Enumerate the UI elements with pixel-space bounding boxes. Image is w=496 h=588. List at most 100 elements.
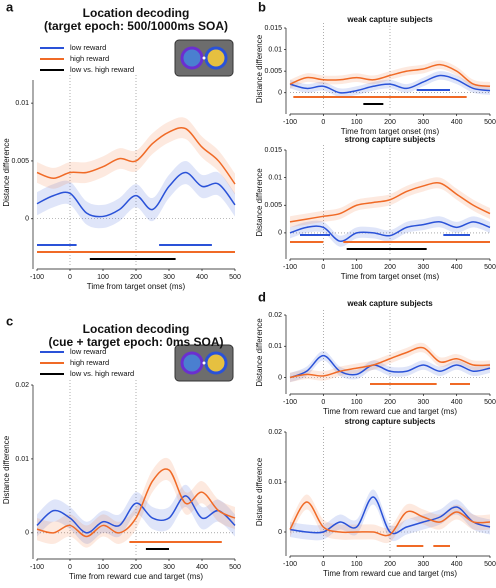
x-tick-label: 100 (97, 274, 109, 281)
y-tick-label: 0 (278, 230, 282, 237)
chart-panel: c Location decoding(cue + target epoch: 0… (2, 313, 241, 581)
stimulus-inset (174, 344, 234, 382)
x-axis-label: Time from target onset (ms) (87, 282, 186, 291)
y-axis-label: Distance difference (2, 435, 11, 504)
y-tick-label: 0.02 (268, 312, 282, 319)
x-tick-label: -100 (283, 399, 297, 406)
y-tick-label: 0 (278, 374, 282, 381)
x-tick-label: 100 (351, 561, 363, 568)
x-tick-label: -100 (283, 561, 297, 568)
series-line (289, 496, 491, 535)
legend-label: low reward (70, 43, 106, 52)
error-band (290, 216, 490, 247)
y-tick-label: 0.015 (264, 25, 282, 32)
legend-label: high reward (70, 358, 109, 367)
chart-panel: d weak capture subjects 0 0.01 0.02 -100 0 100 2… (255, 289, 496, 416)
y-tick-label: 0 (278, 529, 282, 536)
x-tick-label: 400 (196, 274, 208, 281)
x-tick-label: 200 (130, 564, 142, 571)
legend-label: high reward (70, 54, 109, 63)
y-axis-label: Distance difference (255, 168, 264, 237)
chart-title: Location decoding (83, 6, 190, 20)
stimulus-inset (174, 39, 234, 77)
series-line (289, 74, 491, 94)
x-tick-label: -100 (30, 564, 44, 571)
error-band (37, 457, 235, 548)
x-tick-label: 0 (68, 564, 72, 571)
y-axis-label: Distance difference (255, 457, 264, 526)
panel-letter: a (6, 0, 14, 14)
y-tick-label: 0.01 (268, 174, 282, 181)
y-tick-label: 0.005 (11, 158, 29, 165)
legend-label: low reward (70, 347, 106, 356)
series-line (36, 171, 236, 218)
x-tick-label: 0 (321, 399, 325, 406)
series-line (289, 501, 491, 537)
y-tick-label: 0.015 (264, 147, 282, 154)
series-line (289, 354, 491, 379)
x-tick-label: 500 (484, 264, 496, 271)
y-tick-label: 0.01 (268, 479, 282, 486)
y-tick-label: 0.01 (15, 456, 29, 463)
x-axis-label: Time from reward cue and target (ms) (323, 569, 457, 578)
series-line (289, 182, 491, 223)
error-band (290, 342, 490, 383)
x-tick-label: -100 (283, 264, 297, 271)
chart-panel: strong capture subjects 0 0.005 0.01 0.015 -1… (255, 135, 496, 281)
y-tick-label: 0.01 (268, 343, 282, 350)
x-tick-label: 0 (321, 119, 325, 126)
x-tick-label: 500 (229, 564, 241, 571)
error-band (290, 350, 490, 383)
x-tick-label: 400 (451, 264, 463, 271)
x-tick-label: 0 (321, 264, 325, 271)
y-tick-label: 0 (278, 90, 282, 97)
x-tick-label: 500 (229, 274, 241, 281)
panel-letter: b (258, 0, 266, 14)
chart-subtitle: (cue + target epoch: 0ms SOA) (48, 335, 223, 349)
y-tick-label: 0.02 (15, 382, 29, 389)
y-axis-label: Distance difference (255, 318, 264, 387)
x-tick-label: 200 (130, 274, 142, 281)
x-tick-label: 300 (417, 399, 429, 406)
legend-label: low vs. high reward (70, 369, 134, 378)
x-axis-label: Time from reward cue and target (ms) (69, 572, 203, 581)
x-tick-label: 200 (384, 264, 396, 271)
y-tick-label: 0 (25, 530, 29, 537)
x-tick-label: 0 (68, 274, 72, 281)
x-tick-label: 400 (196, 564, 208, 571)
series-line (289, 63, 491, 88)
panel-letter: d (258, 289, 266, 304)
error-band (37, 117, 235, 195)
x-tick-label: 200 (384, 119, 396, 126)
x-axis-label: Time from reward cue and target (ms) (323, 407, 457, 416)
series-line (289, 221, 491, 242)
x-axis-label: Time from target onset (ms) (341, 272, 440, 281)
x-axis-label: Time from target onset (ms) (341, 127, 440, 136)
x-tick-label: 300 (163, 564, 175, 571)
chart-subtitle: (target epoch: 500/1000ms SOA) (44, 19, 228, 33)
chart-panel: b weak capture subjects 0 0.005 0.01 0.015 -10… (255, 0, 496, 136)
y-axis-label: Distance difference (2, 138, 11, 207)
chart-title: strong capture subjects (345, 417, 436, 426)
y-tick-label: 0.005 (264, 202, 282, 209)
x-tick-label: 0 (321, 561, 325, 568)
chart-panel: a Location decoding(target epoch: 500/100… (2, 0, 241, 291)
x-tick-label: -100 (30, 274, 44, 281)
x-tick-label: 300 (417, 561, 429, 568)
x-tick-label: 300 (417, 119, 429, 126)
y-tick-label: 0.01 (268, 46, 282, 53)
x-tick-label: 400 (451, 119, 463, 126)
x-tick-label: -100 (283, 119, 297, 126)
x-tick-label: 300 (163, 274, 175, 281)
series-line (36, 126, 236, 185)
x-tick-label: 100 (351, 399, 363, 406)
panel-letter: c (6, 313, 13, 328)
x-tick-label: 500 (484, 399, 496, 406)
y-tick-label: 0.02 (268, 429, 282, 436)
legend-label: low vs. high reward (70, 65, 134, 74)
x-tick-label: 400 (451, 561, 463, 568)
error-band (290, 489, 490, 542)
x-tick-label: 300 (417, 264, 429, 271)
error-band (290, 494, 490, 544)
